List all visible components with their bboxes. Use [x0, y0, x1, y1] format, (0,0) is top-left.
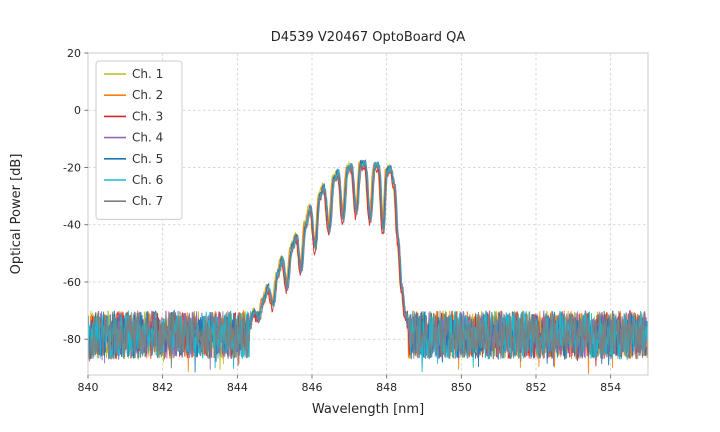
x-tick-label: 852 [526, 381, 547, 394]
legend-item-label: Ch. 5 [132, 152, 163, 166]
x-tick-label: 854 [600, 381, 621, 394]
y-tick-label: 20 [67, 47, 81, 60]
chart-title: D4539 V20467 OptoBoard QA [271, 30, 466, 45]
axes-spines [87, 52, 649, 376]
x-tick-label: 840 [78, 381, 99, 394]
plot-area: 840 842 844 846 848 850 852 854 20 0 -20 -40 -60 -80 C… [63, 47, 649, 394]
y-tick-label: -20 [63, 161, 81, 174]
y-tick-label: 0 [74, 104, 81, 117]
legend-item-label: Ch. 2 [132, 88, 163, 102]
y-tick-label: -60 [63, 276, 81, 289]
x-tick-label: 848 [376, 381, 397, 394]
legend-item-label: Ch. 6 [132, 173, 163, 187]
x-tick-label: 846 [302, 381, 323, 394]
series-line-7 [87, 163, 649, 369]
y-tick-label: -80 [63, 333, 81, 346]
legend-item-label: Ch. 4 [132, 131, 163, 145]
x-axis-label: Wavelength [nm] [312, 402, 424, 417]
y-axis-label: Optical Power [dB] [9, 154, 24, 275]
legend-item-label: Ch. 1 [132, 67, 163, 81]
x-tick-label: 850 [451, 381, 472, 394]
legend-item-label: Ch. 7 [132, 194, 163, 208]
x-tick-label: 844 [227, 381, 248, 394]
y-tick-label: -40 [63, 219, 81, 232]
x-tick-label: 842 [152, 381, 173, 394]
legend-item-label: Ch. 3 [132, 109, 163, 123]
